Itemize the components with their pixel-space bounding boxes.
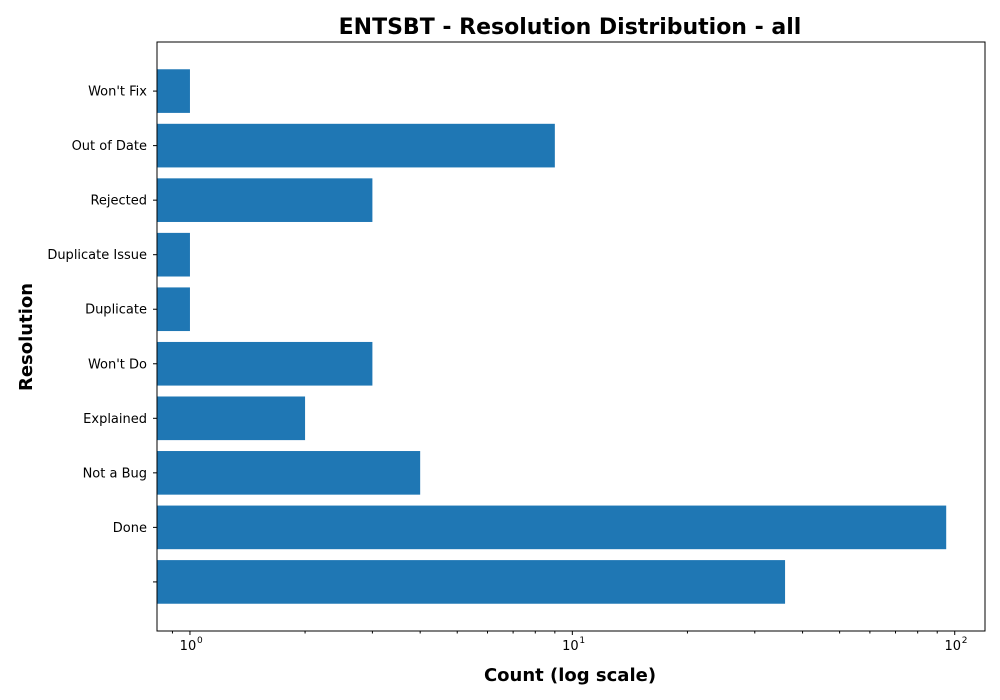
y-tick-label-8: Out of Date [72, 139, 147, 154]
y-tick-label-6: Duplicate Issue [47, 248, 147, 263]
x-tick-exponent-1: 1 [579, 636, 585, 646]
bar-1 [157, 505, 947, 550]
x-tick-label-0: 10 [180, 639, 197, 654]
bar-4 [157, 341, 373, 386]
y-tick-label-2: Not a Bug [83, 466, 147, 481]
chart-title: ENTSBT - Resolution Distribution - all [339, 15, 802, 40]
y-axis-ticks: Done Not a Bug Explained Won't Do Duplicate D… [47, 85, 157, 583]
x-axis-label: Count (log scale) [484, 665, 656, 686]
bar-0 [157, 560, 786, 604]
y-tick-label-4: Won't Do [88, 357, 147, 372]
x-tick-exponent-2: 2 [962, 636, 968, 646]
y-tick-label-3: Explained [83, 412, 147, 427]
bars-group [157, 69, 947, 604]
x-tick-label-2: 10 [944, 639, 961, 654]
bar-2 [157, 451, 421, 495]
x-axis-ticks: 10 0 10 1 10 2 [171, 631, 968, 654]
x-tick-label-1: 10 [562, 639, 579, 654]
y-tick-label-1: Done [113, 521, 147, 536]
bar-8 [157, 123, 555, 168]
bar-5 [157, 287, 190, 332]
y-tick-label-7: Rejected [90, 194, 147, 209]
y-tick-label-5: Duplicate [85, 303, 147, 318]
x-tick-exponent-0: 0 [197, 636, 203, 646]
bar-6 [157, 232, 190, 277]
bar-9 [157, 69, 190, 113]
y-tick-label-9: Won't Fix [88, 85, 147, 100]
bar-7 [157, 178, 373, 222]
bar-3 [157, 396, 306, 441]
y-axis-label: Resolution [16, 283, 37, 391]
plot-frame [156, 41, 986, 632]
